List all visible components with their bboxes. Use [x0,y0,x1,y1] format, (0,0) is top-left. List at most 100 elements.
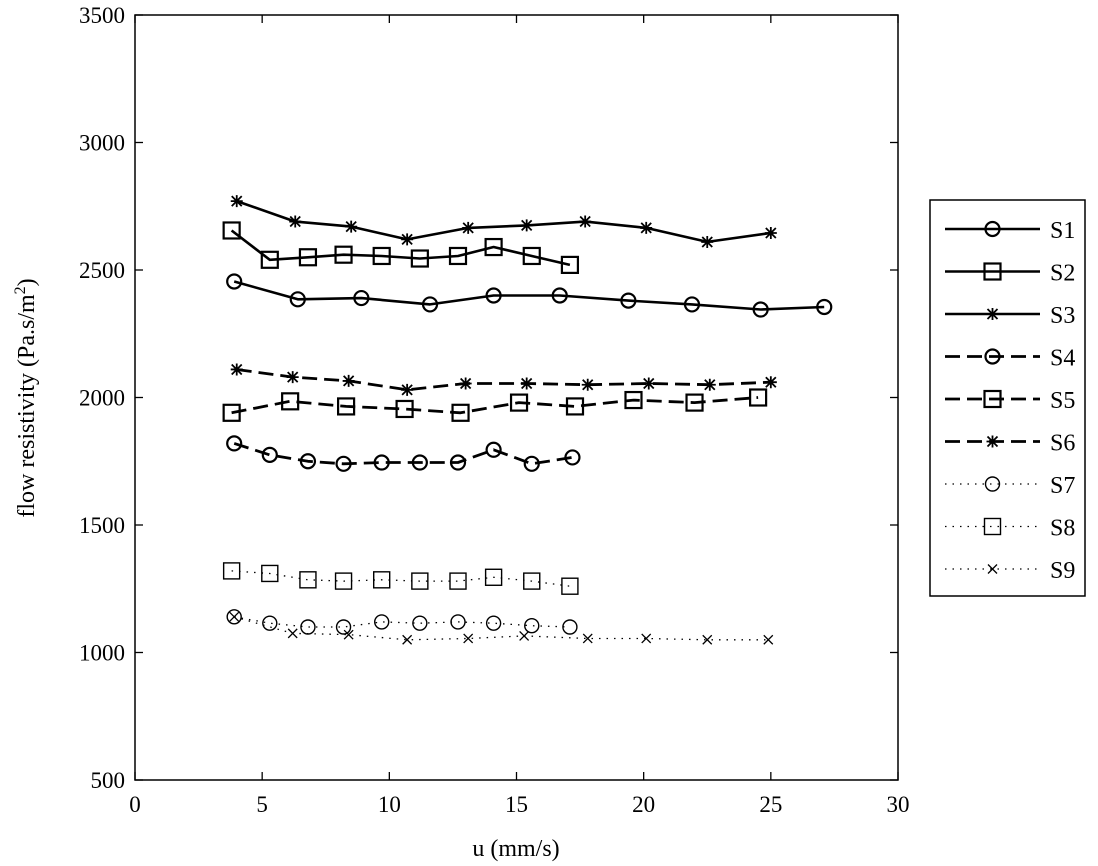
data-point-s2 [560,255,580,274]
data-point-s3 [579,215,592,228]
data-point-s4 [261,446,278,463]
legend-marker-s6 [986,435,999,448]
data-point-s8 [561,577,579,595]
data-point-s2 [334,245,353,264]
x-tick-label: 25 [759,792,782,817]
data-point-s6 [401,383,414,396]
legend-item-s9: S9 [945,558,1075,584]
legend-item-s5: S5 [945,388,1075,414]
series-line-s4 [233,442,573,466]
series-line-s3 [236,199,771,244]
data-point-s8 [484,568,503,586]
legend: S1 S2 S3 S4 S5 S6 S7 S8 S9 [929,199,1086,597]
data-point-s7 [450,614,466,630]
data-point-s2 [522,246,541,266]
legend-label-s6: S6 [1050,431,1075,457]
series-s5 [222,388,768,422]
y-tick-label: 1000 [79,641,125,666]
data-point-s9 [582,633,593,644]
legend-item-s7: S7 [945,473,1075,499]
data-point-s8 [299,571,317,589]
series-line-s1 [233,280,825,311]
legend-label-s4: S4 [1050,346,1075,372]
data-point-s7 [412,615,428,631]
data-point-s4 [335,455,352,472]
data-point-s2 [448,246,468,266]
data-point-s5 [749,388,768,407]
data-point-s7 [335,619,352,635]
data-point-s9 [763,634,774,645]
data-point-s4 [411,454,428,471]
legend-marker-s9 [987,564,998,574]
tick-labels: 0 5 10 15 20 25 30 500 1000 1500 2000 2500 3000 3500 [79,3,910,817]
data-point-s9 [229,611,240,622]
data-point-s8 [222,562,241,580]
data-point-s1 [421,296,439,313]
axis-ticks [134,14,899,781]
data-point-s4 [449,454,467,471]
data-point-s3 [701,235,714,248]
data-point-s3 [230,195,243,208]
data-point-s5 [222,403,241,422]
data-point-s1 [289,291,306,308]
legend-marker-s3 [986,308,999,320]
data-point-s3 [289,215,302,228]
data-point-s8 [449,572,467,590]
data-point-s3 [640,221,653,234]
data-point-s2 [298,248,318,267]
series-line-s6 [236,368,771,392]
data-point-s6 [520,377,533,390]
data-point-s9 [402,634,413,645]
data-point-s8 [523,572,541,590]
legend-label-s2: S2 [1050,261,1075,287]
y-tick-label: 2000 [79,386,125,411]
data-point-s1 [620,292,637,309]
data-point-s9 [641,633,652,644]
data-point-s6 [230,363,243,376]
data-point-s6 [642,377,655,390]
series-s1 [226,273,833,318]
data-point-s8 [411,572,429,590]
y-tick-label: 3500 [79,3,125,28]
data-point-s3 [764,227,777,240]
series-s8 [222,562,579,595]
legend-marker-s4 [984,348,1001,365]
legend-label-s8: S8 [1050,516,1075,542]
data-point-s1 [551,287,568,304]
x-tick-label: 15 [505,792,528,817]
data-point-s3 [462,221,475,234]
data-point-s3 [520,219,533,232]
data-point-s4 [373,454,390,471]
data-point-s5 [685,393,704,412]
data-point-s2 [372,246,391,266]
data-point-s2 [222,221,241,240]
x-tick-label: 5 [256,792,268,817]
y-tick-label: 3000 [79,131,125,156]
data-point-s5 [281,392,300,411]
data-point-s8 [261,564,279,583]
y-axis-label-superscript: 2 [12,286,29,294]
series-layer [222,195,833,645]
series-s3 [230,195,777,248]
data-point-s7 [524,618,540,634]
data-point-s5 [565,397,585,416]
data-point-s6 [581,378,594,391]
data-point-s3 [401,233,414,246]
y-tick-label: 1500 [79,513,125,538]
data-point-s1 [353,289,370,307]
legend-label-s5: S5 [1050,388,1075,414]
series-s9 [229,611,774,645]
x-tick-label: 0 [129,792,141,817]
data-point-s6 [459,377,472,390]
data-point-s7 [562,619,578,635]
data-point-s9 [702,634,713,645]
legend-item-s1: S1 [945,218,1075,244]
data-point-s9 [343,629,354,640]
series-s4 [226,435,581,472]
data-point-s8 [373,571,391,589]
y-tick-label: 2500 [79,258,125,283]
legend-marker-s1 [984,220,1001,238]
series-s6 [230,363,777,396]
data-point-s5 [509,393,529,412]
data-point-s7 [374,614,390,630]
